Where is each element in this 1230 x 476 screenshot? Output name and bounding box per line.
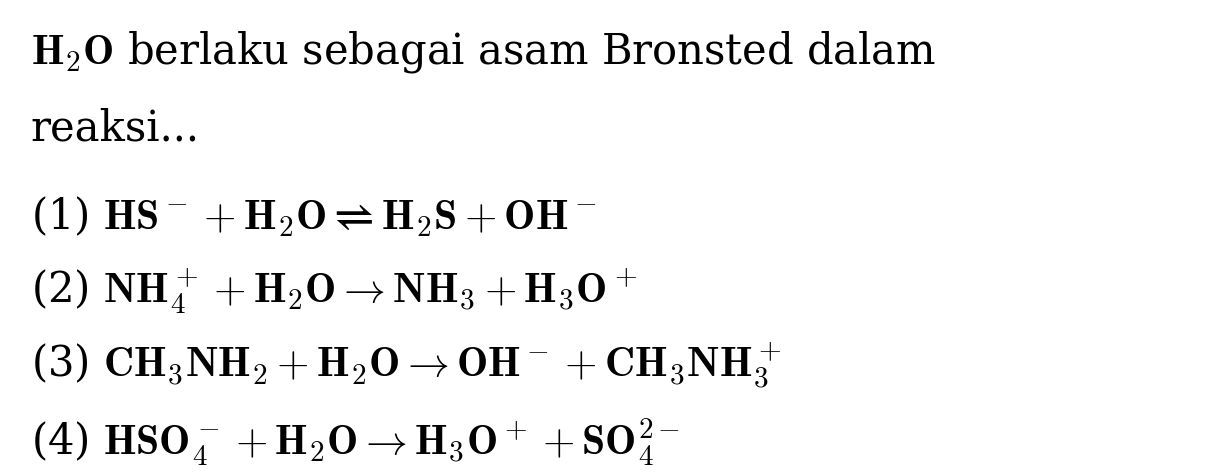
Text: (3) $\bf{CH_3NH_2 + H_2O \rightarrow OH^- + CH_3NH_3^+}$: (3) $\bf{CH_3NH_2 + H_2O \rightarrow OH^… bbox=[31, 340, 781, 391]
Text: (2) $\bf{NH_4^+ + H_2O \rightarrow NH_3 + H_3O^+}$: (2) $\bf{NH_4^+ + H_2O \rightarrow NH_3 … bbox=[31, 267, 637, 316]
Text: $\bf{H_2O}$ berlaku sebagai asam Bronsted dalam: $\bf{H_2O}$ berlaku sebagai asam Bronste… bbox=[31, 29, 936, 75]
Text: (4) $\bf{HSO_4^- + H_2O \rightarrow H_3O^+ + SO_4^{2-}}$: (4) $\bf{HSO_4^- + H_2O \rightarrow H_3O… bbox=[31, 416, 680, 468]
Text: (1) $\bf{HS^- + H_2O \rightleftharpoons H_2S + OH^-}$: (1) $\bf{HS^- + H_2O \rightleftharpoons … bbox=[31, 195, 597, 239]
Text: reaksi...: reaksi... bbox=[31, 107, 199, 149]
